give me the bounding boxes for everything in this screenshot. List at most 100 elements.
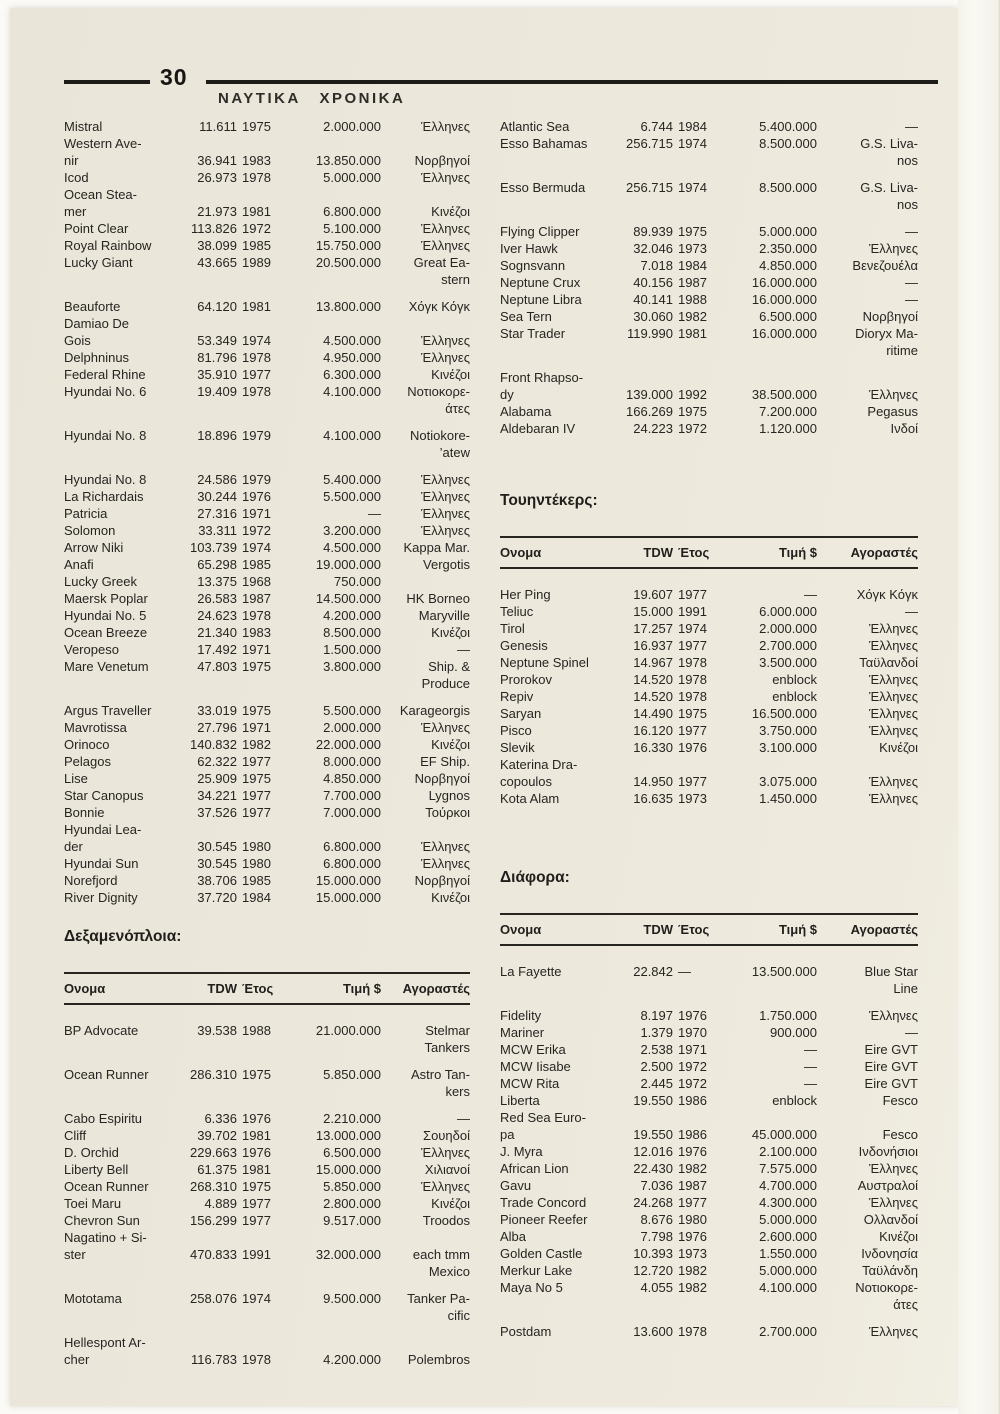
ship-buyer-continuation: Mexico	[428, 1264, 470, 1279]
ship-buyer: Eire GVT	[864, 1059, 918, 1074]
ship-row-line: La Richardais 30.244 1976 5.500.000 Έλλη…	[64, 488, 470, 505]
ship-name: Hyundai No. 5	[64, 608, 147, 623]
ship-row-line: Pelagos 62.322 1977 8.000.000 EF Ship.	[64, 753, 470, 770]
ship-name: Hyundai No. 8	[64, 428, 147, 443]
ship-tdw: 33.311	[198, 523, 237, 538]
ship-year: 1982	[678, 1263, 707, 1278]
ship-price: 16.000.000	[751, 326, 817, 341]
table-row: Hyundai Lea- der 30.545 1980 6.800.000 Έ…	[64, 821, 470, 855]
ship-price: 15.000.000	[315, 890, 381, 905]
ship-buyer: Dioryx Ma-	[855, 326, 918, 341]
ship-tdw: 119.990	[626, 326, 673, 341]
ship-price: 6.000.000	[759, 604, 817, 619]
ship-buyer: Έλληνες	[869, 774, 918, 789]
ship-buyer: Ταϋλάνδη	[862, 1263, 918, 1278]
ship-buyer: HK Borneo	[406, 591, 470, 606]
ship-price: 15.000.000	[315, 1162, 381, 1177]
ship-row-line: Cliff 39.702 1981 13.000.000 Σουηδοί	[64, 1127, 470, 1144]
ship-row-line: Delphninus 81.796 1978 4.950.000 Έλληνες	[64, 349, 470, 366]
ship-name: Sea Tern	[500, 309, 552, 324]
ship-name-continuation: Hellespont Ar-	[64, 1335, 146, 1350]
table-row: Flying Clipper 89.939 1975 5.000.000 —	[500, 223, 918, 240]
ship-price: 6.500.000	[759, 309, 817, 324]
ship-buyer: Blue Star	[864, 964, 918, 979]
ship-row-line: Aldebaran IV 24.223 1972 1.120.000 Ινδοί	[500, 420, 918, 437]
section-title-tweendeckers: Τουηντέκερς:	[500, 492, 598, 509]
ship-row-line: D. Orchid 229.663 1976 6.500.000 Έλληνες	[64, 1144, 470, 1161]
magazine-page	[10, 8, 958, 1406]
ship-buyer: Κινέζοι	[431, 890, 470, 905]
ship-buyer: Έλληνες	[421, 1179, 470, 1194]
table-row: Alabama 166.269 1975 7.200.000 Pegasus	[500, 403, 918, 420]
ship-name: copoulos	[500, 774, 553, 789]
col-header-name: Ονομα	[500, 545, 542, 560]
table-row: Hyundai No. 5 24.623 1978 4.200.000 Mary…	[64, 607, 470, 624]
ship-year: 1984	[242, 890, 271, 905]
ship-price: 4.100.000	[323, 384, 381, 399]
ship-name: Lise	[64, 771, 88, 786]
ship-year: 1978	[678, 672, 707, 687]
ship-row-line: Saryan 14.490 1975 16.500.000 Έλληνες	[500, 705, 918, 722]
table-row: D. Orchid 229.663 1976 6.500.000 Έλληνες	[64, 1144, 470, 1161]
ship-row-line: Ocean Runner 268.310 1975 5.850.000 Έλλη…	[64, 1178, 470, 1195]
ship-name: pa	[500, 1127, 515, 1142]
ship-buyer-continuation: άτες	[445, 401, 470, 416]
ship-price: 5.500.000	[323, 489, 381, 504]
ship-buyer: Kappa Mar.	[403, 540, 471, 555]
table-row: Hyundai No. 8 18.896 1979 4.100.000 Noti…	[64, 427, 470, 461]
ship-tdw: 17.492	[197, 642, 237, 657]
ship-row-line: Sea Tern 30.060 1982 6.500.000 Νορβηγοί	[500, 308, 918, 325]
ship-tdw: 8.676	[640, 1212, 673, 1227]
ship-price: 6.500.000	[323, 1145, 381, 1160]
ship-buyer: Vergotis	[423, 557, 470, 572]
header-rule-right	[206, 80, 938, 84]
ship-price: 2.000.000	[759, 621, 817, 636]
ship-price: enblock	[772, 672, 817, 687]
table-row: Lise 25.909 1975 4.850.000 Νορβηγοί	[64, 770, 470, 787]
table-row: Red Sea Euro- pa 19.550 1986 45.000.000 …	[500, 1109, 918, 1143]
ship-year: 1985	[242, 238, 271, 253]
ship-name: J. Myra	[500, 1144, 543, 1159]
ship-row-line: Sognsvann 7.018 1984 4.850.000 Βενεζουέλ…	[500, 257, 918, 274]
ship-year: 1975	[678, 404, 707, 419]
ship-row-line: Patricia 27.316 1971 — Έλληνες	[64, 505, 470, 522]
ship-tdw: 2.445	[640, 1076, 673, 1091]
ship-buyer: —	[457, 642, 470, 657]
table-row: Hyundai Sun 30.545 1980 6.800.000 Έλληνε…	[64, 855, 470, 872]
ship-year: 1980	[242, 839, 271, 854]
ship-row-line: Point Clear 113.826 1972 5.100.000 Έλλην…	[64, 220, 470, 237]
ship-year: 1978	[678, 655, 707, 670]
table-row: La Richardais 30.244 1976 5.500.000 Έλλη…	[64, 488, 470, 505]
header-rule-left	[64, 80, 150, 84]
ship-price: 2.700.000	[759, 1324, 817, 1339]
page-number: 30	[160, 64, 188, 90]
table-row: Patricia 27.316 1971 — Έλληνες	[64, 505, 470, 522]
ship-row-line: Neptune Libra 40.141 1988 16.000.000 —	[500, 291, 918, 308]
ship-price: 20.500.000	[315, 255, 381, 270]
ship-name: Argus Traveller	[64, 703, 152, 718]
ship-tdw: 19.550	[633, 1093, 673, 1108]
ship-row-line: Neptune Spinel 14.967 1978 3.500.000 Ταϋ…	[500, 654, 918, 671]
ship-year: 1987	[242, 591, 271, 606]
ship-buyer: Έλληνες	[869, 387, 918, 402]
ship-year: 1986	[678, 1127, 707, 1142]
table-row: BP Advocate 39.538 1988 21.000.000 Stelm…	[64, 1022, 470, 1056]
table-row: J. Myra 12.016 1976 2.100.000 Ινδονήσιοι	[500, 1143, 918, 1160]
ship-name: Lucky Greek	[64, 574, 137, 589]
ship-buyer: Κινέζοι	[879, 740, 918, 755]
col-header-year: Έτος	[678, 922, 710, 937]
ship-name-continuation: Front Rhapso-	[500, 370, 584, 385]
table-row: Royal Rainbow 38.099 1985 15.750.000 Έλλ…	[64, 237, 470, 254]
table-row: Veropeso 17.492 1971 1.500.000 —	[64, 641, 470, 658]
ship-row-line: Veropeso 17.492 1971 1.500.000 —	[64, 641, 470, 658]
ship-price: 4.300.000	[759, 1195, 817, 1210]
col-header-tdw: TDW	[643, 545, 673, 560]
ship-tdw: 39.538	[197, 1023, 237, 1038]
ship-row-line: Trade Concord 24.268 1977 4.300.000 Έλλη…	[500, 1194, 918, 1211]
ship-tdw: 2.500	[640, 1059, 673, 1074]
ship-price: 5.500.000	[323, 703, 381, 718]
ship-year: 1981	[678, 326, 707, 341]
ship-tdw: 25.909	[197, 771, 237, 786]
ship-tdw: 14.520	[633, 689, 673, 704]
ship-buyer: Έλληνες	[869, 638, 918, 653]
